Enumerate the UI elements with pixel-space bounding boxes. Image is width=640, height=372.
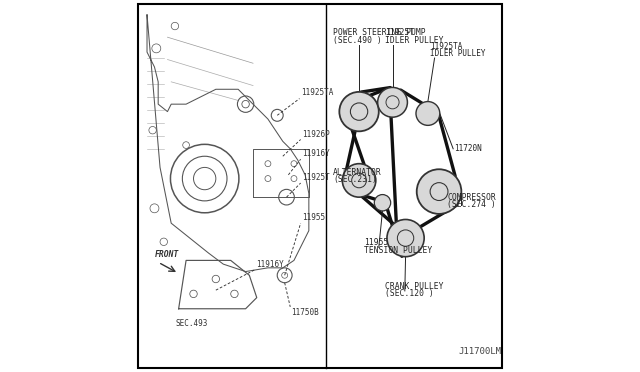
- Text: (SEC.490 ): (SEC.490 ): [333, 36, 382, 45]
- Text: POWER STEERING PUMP: POWER STEERING PUMP: [333, 28, 426, 37]
- Text: (SEC.120 ): (SEC.120 ): [385, 289, 434, 298]
- Text: 11926P: 11926P: [302, 130, 330, 139]
- Text: 11720N: 11720N: [454, 144, 482, 153]
- Text: IDLER PULLEY: IDLER PULLEY: [430, 49, 486, 58]
- Text: COMPRESSOR: COMPRESSOR: [447, 193, 496, 202]
- Text: J11700LM: J11700LM: [458, 347, 502, 356]
- Text: SEC.493: SEC.493: [175, 318, 208, 327]
- Text: 11925T: 11925T: [302, 173, 330, 182]
- Text: ALTERNATOR: ALTERNATOR: [333, 168, 382, 177]
- Text: (SEC.274 ): (SEC.274 ): [447, 200, 496, 209]
- Circle shape: [342, 164, 376, 197]
- Text: TENSION PULLEY: TENSION PULLEY: [364, 246, 432, 255]
- Text: 11750B: 11750B: [291, 308, 319, 317]
- Circle shape: [387, 219, 424, 257]
- Text: 11925T: 11925T: [385, 28, 414, 37]
- Text: FRONT: FRONT: [154, 250, 179, 259]
- Circle shape: [374, 195, 390, 211]
- Text: 11925TA: 11925TA: [301, 89, 333, 97]
- Text: 11916Y: 11916Y: [256, 260, 284, 269]
- Text: IDLER PULLEY: IDLER PULLEY: [385, 36, 444, 45]
- Circle shape: [378, 87, 408, 117]
- Text: 11955: 11955: [364, 238, 388, 247]
- Text: (SEC.231): (SEC.231): [333, 175, 377, 184]
- Circle shape: [416, 102, 440, 125]
- Text: 11925TA: 11925TA: [430, 42, 463, 51]
- Text: 11916Y: 11916Y: [302, 150, 330, 158]
- Text: CRANK PULLEY: CRANK PULLEY: [385, 282, 444, 291]
- Circle shape: [417, 169, 461, 214]
- Circle shape: [339, 92, 379, 131]
- Text: 11955: 11955: [302, 214, 325, 222]
